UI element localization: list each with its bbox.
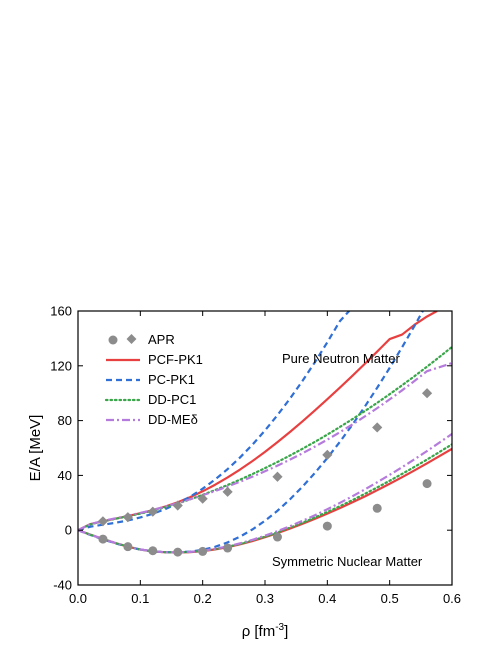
series-line-dd-me-delta-nuclear-matter xyxy=(78,432,452,554)
x-axis-title-main: ρ [fm xyxy=(242,623,276,640)
apr-nuclear-matter-point xyxy=(372,503,382,513)
x-tick-label: 0.5 xyxy=(381,591,399,606)
apr-neutron-matter-point xyxy=(272,471,283,482)
legend-label-pcf-pk1: PCF-PK1 xyxy=(148,352,203,367)
series-line-dd-pc1-neutron-matter xyxy=(78,345,452,532)
series-line-pcf-pk1-neutron-matter xyxy=(78,311,438,532)
apr-nuclear-matter-point xyxy=(173,547,183,557)
x-tick-label: 0.6 xyxy=(443,591,461,606)
apr-neutron-matter-point xyxy=(222,486,233,497)
x-tick-label: 0.4 xyxy=(318,591,336,606)
apr-neutron-matter-point xyxy=(372,422,383,433)
y-axis-title: E/A [MeV] xyxy=(27,415,44,482)
x-tick-label: 0.1 xyxy=(131,591,149,606)
x-tick-label: 0.2 xyxy=(194,591,212,606)
apr-nuclear-matter-point xyxy=(272,532,282,542)
y-tick-label: -40 xyxy=(53,578,72,593)
x-tick-label: 0.0 xyxy=(69,591,87,606)
apr-nuclear-matter-point xyxy=(198,546,208,556)
apr-nuclear-matter-point xyxy=(123,542,133,552)
series-line-pcf-pk1-nuclear-matter xyxy=(78,447,452,554)
y-tick-label: 80 xyxy=(58,413,72,428)
ticks-layer: 0.0 0.1 0.2 0.3 0.4 0.5 0.6 -40 0 40 80 120 160 xyxy=(50,304,461,607)
x-tick-label: 0.3 xyxy=(256,591,274,606)
apr-nuclear-matter-point xyxy=(223,543,233,553)
apr-nuclear-matter-point xyxy=(148,546,158,556)
y-tick-label: 160 xyxy=(50,304,72,319)
apr-nuclear-matter-point xyxy=(322,521,332,531)
legend-apr-circle-marker xyxy=(108,335,118,345)
x-axis-title: ρ [fm-3] xyxy=(242,622,289,640)
apr-points-layer xyxy=(97,388,433,557)
apr-nuclear-matter-point xyxy=(98,534,108,544)
series-line-dd-me-delta-neutron-matter xyxy=(78,362,452,532)
apr-nuclear-matter-point xyxy=(422,479,432,489)
x-axis-title-sup: -3 xyxy=(275,622,284,633)
apr-neutron-matter-point xyxy=(197,493,208,504)
y-tick-label: 0 xyxy=(65,523,72,538)
y-tick-label: 40 xyxy=(58,468,72,483)
legend-label-pc-pk1: PC-PK1 xyxy=(148,372,195,387)
legend-label-dd-me-delta: DD-MEδ xyxy=(148,412,198,427)
apr-neutron-matter-point xyxy=(322,449,333,460)
legend: APR PCF-PK1 PC-PK1 DD-PC1 DD-MEδ xyxy=(104,332,203,427)
series-line-pc-pk1-nuclear-matter xyxy=(78,311,425,554)
annotation-pure-neutron-matter: Pure Neutron Matter xyxy=(282,351,400,366)
y-tick-label: 120 xyxy=(50,358,72,373)
apr-neutron-matter-point xyxy=(421,388,433,399)
legend-label-apr: APR xyxy=(148,332,175,347)
legend-apr-diamond-marker xyxy=(126,334,137,344)
apr-neutron-matter-point xyxy=(172,500,183,511)
series-layer xyxy=(78,311,452,554)
apr-neutron-matter-point xyxy=(122,512,133,523)
legend-label-dd-pc1: DD-PC1 xyxy=(148,392,196,407)
annotation-symmetric-nuclear-matter: Symmetric Nuclear Matter xyxy=(272,554,423,569)
x-axis-title-suffix: ] xyxy=(284,623,288,640)
